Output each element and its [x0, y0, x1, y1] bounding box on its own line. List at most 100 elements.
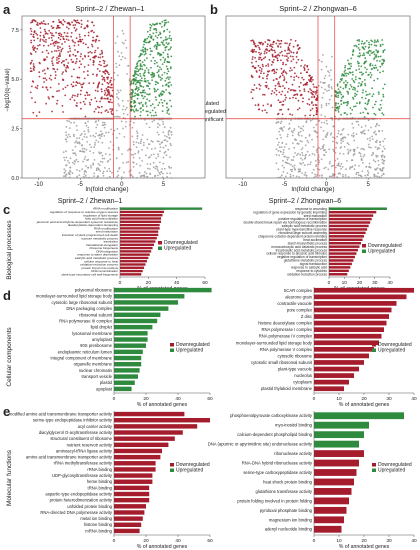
volcano-point-up	[149, 47, 152, 50]
volcano-point-up	[138, 102, 140, 104]
volcano-point-up	[139, 54, 142, 57]
volcano-point-ns	[87, 130, 90, 133]
bar-downregulated	[329, 217, 372, 221]
volcano-point-ns	[81, 138, 84, 141]
volcano-point-up	[134, 83, 137, 86]
category-label: phosphoenolpyruvate carboxykinase activi…	[230, 413, 313, 418]
volcano-point-down	[271, 54, 274, 57]
volcano-point-down	[79, 38, 81, 41]
volcano-point-up	[154, 35, 157, 37]
volcano-point-up	[356, 90, 359, 93]
volcano-point-up	[159, 66, 161, 69]
volcano-point-ns	[96, 123, 99, 126]
volcano-point-ns	[352, 132, 355, 135]
bar-downregulated	[114, 461, 156, 466]
volcano-point-down	[41, 86, 44, 89]
volcano-point-up	[143, 75, 146, 77]
volcano-point-down	[282, 70, 285, 73]
volcano-point-ns	[296, 142, 299, 145]
volcano-point-down	[280, 72, 283, 75]
volcano-point-down	[93, 39, 95, 42]
volcano-point-down	[33, 30, 36, 32]
volcano-point-down	[281, 103, 284, 106]
volcano-point-down	[101, 52, 103, 55]
volcano-point-ns	[116, 96, 118, 99]
volcano-point-ns	[68, 120, 70, 123]
volcano-point-ns	[289, 173, 292, 176]
volcano-point-up	[145, 41, 148, 44]
volcano-point-up	[146, 57, 148, 59]
volcano-point-up	[134, 101, 137, 104]
bar-downregulated	[314, 525, 342, 533]
volcano-point-up	[153, 45, 156, 48]
category-label: nutrient reservoir activity	[67, 442, 113, 447]
volcano-point-down	[301, 76, 303, 79]
volcano-point-ns	[169, 156, 171, 159]
volcano-point-down	[71, 96, 74, 99]
volcano-point-ns	[291, 170, 293, 173]
volcano-point-up	[356, 102, 358, 104]
legend-down-swatch	[372, 343, 376, 347]
volcano-point-ns	[366, 174, 369, 176]
volcano-point-up	[132, 109, 135, 112]
volcano-point-down	[96, 73, 98, 76]
volcano-point-up	[144, 91, 147, 94]
volcano-point-down	[258, 51, 260, 54]
volcano-point-up	[155, 98, 158, 101]
volcano-point-down	[290, 75, 292, 78]
category-label: glutathione metabolic process	[284, 259, 328, 263]
volcano-point-down	[265, 111, 268, 114]
volcano-point-ns	[370, 126, 372, 129]
volcano-point-ns	[347, 152, 350, 155]
legend-down-label: Downregulated	[176, 462, 210, 468]
volcano-point-ns	[359, 155, 362, 158]
volcano-point-ns	[152, 161, 155, 164]
volcano-point-ns	[364, 174, 367, 177]
volcano-point-ns	[325, 119, 328, 122]
volcano-point-ns	[74, 145, 77, 148]
volcano-point-down	[96, 35, 99, 38]
volcano-point-ns	[132, 141, 135, 143]
volcano-point-up	[375, 66, 378, 69]
volcano-point-down	[32, 63, 35, 65]
volcano-point-ns	[336, 135, 338, 138]
volcano-point-ns	[71, 161, 74, 164]
volcano-point-ns	[292, 155, 295, 158]
volcano-point-down	[279, 52, 282, 54]
volcano-point-down	[282, 61, 285, 64]
volcano-point-ns	[292, 142, 294, 145]
volcano-point-up	[340, 113, 342, 116]
volcano-point-up	[134, 104, 137, 107]
volcano-point-down	[80, 107, 82, 110]
category-label: adenyl nucleotide binding	[265, 527, 313, 532]
volcano-point-up	[165, 77, 168, 80]
volcano-point-down	[93, 51, 96, 54]
volcano-point-down	[62, 111, 64, 113]
volcano-point-ns	[278, 146, 281, 149]
volcano-point-up	[359, 77, 362, 80]
volcano-point-ns	[367, 143, 370, 146]
volcano-point-ns	[99, 134, 101, 137]
volcano-point-ns	[306, 150, 309, 153]
volcano-point-up	[344, 66, 346, 69]
volcano-point-up	[369, 93, 371, 95]
volcano-point-up	[342, 87, 345, 90]
volcano-point-ns	[85, 136, 88, 139]
volcano-point-up	[142, 51, 145, 53]
volcano-point-up	[369, 71, 372, 74]
volcano-point-up	[373, 79, 375, 82]
volcano-point-up	[153, 62, 156, 65]
volcano-point-ns	[95, 168, 98, 170]
volcano-point-up	[139, 91, 142, 94]
volcano-point-ns	[113, 129, 116, 132]
volcano-point-ns	[279, 127, 281, 130]
volcano-point-down	[260, 68, 263, 70]
volcano-point-ns	[69, 170, 72, 173]
volcano-point-ns	[303, 173, 306, 176]
x-tick-label: 40	[175, 538, 181, 544]
volcano-point-ns	[146, 138, 149, 141]
volcano-point-ns	[381, 174, 383, 177]
volcano-point-down	[275, 89, 278, 92]
volcano-point-ns	[160, 141, 163, 144]
volcano-point-ns	[88, 143, 91, 146]
